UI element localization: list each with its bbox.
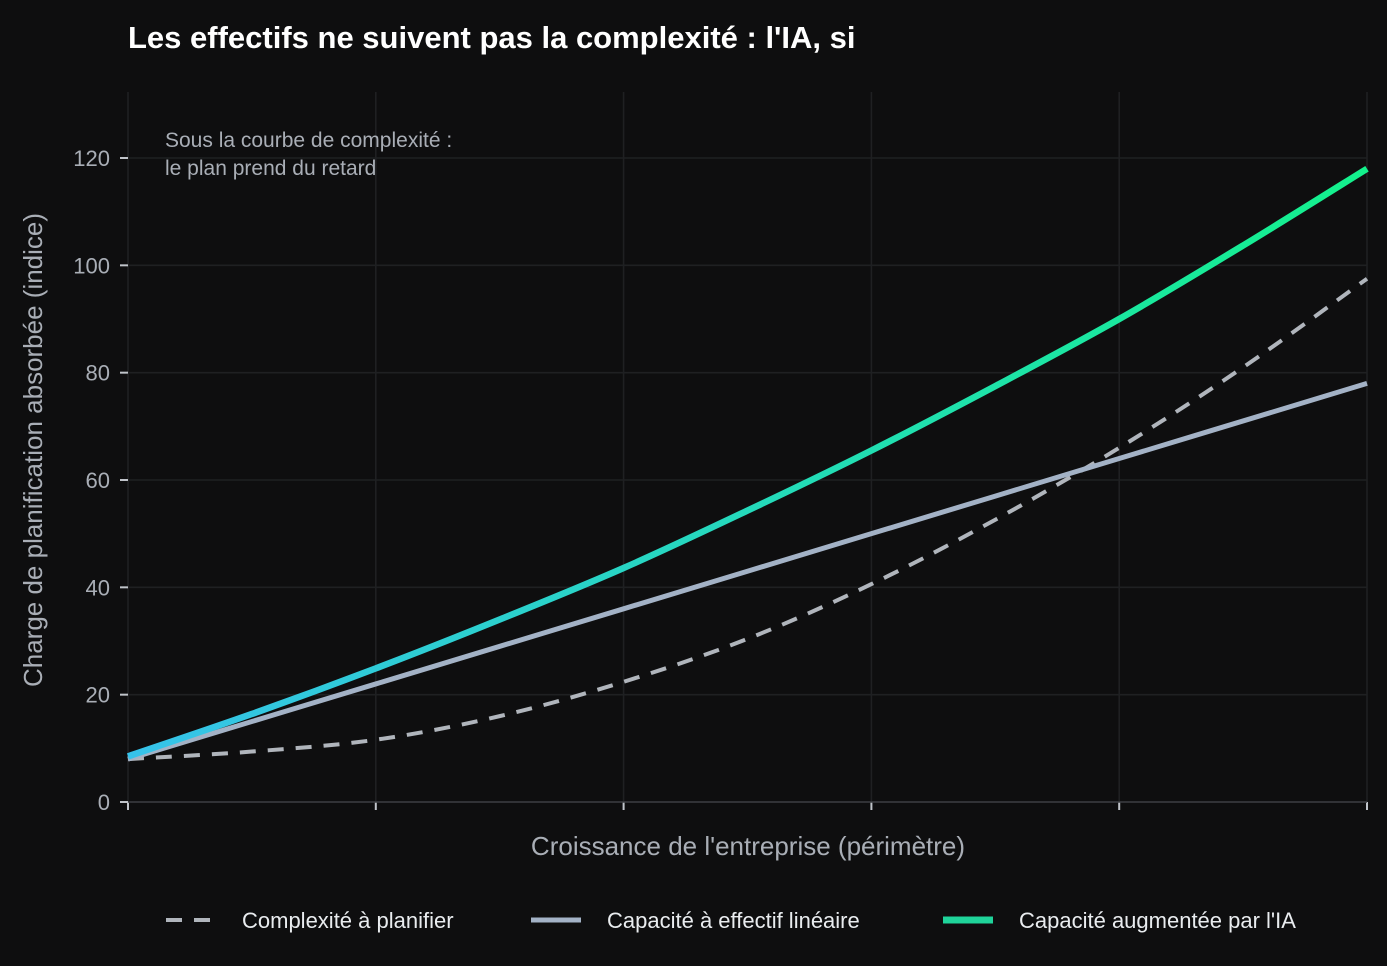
- legend: Complexité à planifier Capacité à effecti…: [166, 908, 1296, 933]
- series-line-complexity: [127, 277, 1369, 762]
- y-tick-label: 120: [73, 146, 110, 171]
- series-line-linear-capacity: [127, 381, 1368, 762]
- y-tick-label: 100: [73, 253, 110, 278]
- y-axis-label: Charge de planification absorbée (indice…: [18, 213, 48, 687]
- y-tick-label: 40: [86, 575, 110, 600]
- x-axis-label: Croissance de l'entreprise (périmètre): [531, 831, 965, 861]
- grid: [127, 92, 1368, 803]
- legend-label-complexity: Complexité à planifier: [242, 908, 454, 933]
- annotation-line-1: Sous la courbe de complexité :: [165, 129, 452, 152]
- legend-label-ai-capacity: Capacité augmentée par l'IA: [1019, 908, 1296, 933]
- legend-label-linear-capacity: Capacité à effectif linéaire: [607, 908, 860, 933]
- annotation-line-2: le plan prend du retard: [165, 157, 376, 180]
- series-line-ai-capacity: [126, 165, 1369, 760]
- y-tick-label: 60: [86, 468, 110, 493]
- chart-title: Les effectifs ne suivent pas la complexi…: [128, 20, 856, 55]
- series: [126, 165, 1369, 762]
- y-tick-label: 80: [86, 361, 110, 386]
- y-tick-label: 20: [86, 683, 110, 708]
- y-tick-label: 0: [98, 790, 110, 815]
- axes: 0 20 40 60 80 100 120: [73, 146, 1368, 815]
